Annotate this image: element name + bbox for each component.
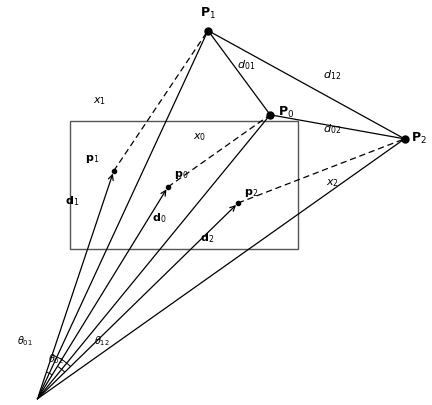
Text: $\mathbf{d}_2$: $\mathbf{d}_2$ xyxy=(200,231,214,245)
Text: $\theta_{01}$: $\theta_{01}$ xyxy=(17,335,33,348)
Text: $\mathbf{d}_1$: $\mathbf{d}_1$ xyxy=(65,194,79,208)
Text: $\mathbf{p}_1$: $\mathbf{p}_1$ xyxy=(86,153,100,165)
Text: $d_{02}$: $d_{02}$ xyxy=(323,122,341,136)
Text: $x_0$: $x_0$ xyxy=(194,131,206,143)
Text: $\mathbf{p}_0$: $\mathbf{p}_0$ xyxy=(174,169,188,181)
Text: $\mathbf{P}_2$: $\mathbf{P}_2$ xyxy=(410,130,426,145)
Bar xyxy=(70,121,298,249)
Text: $\mathbf{p}_2$: $\mathbf{p}_2$ xyxy=(244,187,258,199)
Text: $\mathbf{P}_0$: $\mathbf{P}_0$ xyxy=(278,105,295,120)
Text: $\theta_{02}$: $\theta_{02}$ xyxy=(48,353,64,367)
Text: $d_{12}$: $d_{12}$ xyxy=(323,68,341,81)
Text: $\mathbf{P}_1$: $\mathbf{P}_1$ xyxy=(200,5,216,21)
Text: $x_2$: $x_2$ xyxy=(326,177,339,189)
Text: $x_1$: $x_1$ xyxy=(93,95,106,107)
Text: $\mathbf{d}_0$: $\mathbf{d}_0$ xyxy=(152,211,166,225)
Text: $d_{01}$: $d_{01}$ xyxy=(237,58,255,72)
Text: $\theta_{12}$: $\theta_{12}$ xyxy=(94,335,109,348)
